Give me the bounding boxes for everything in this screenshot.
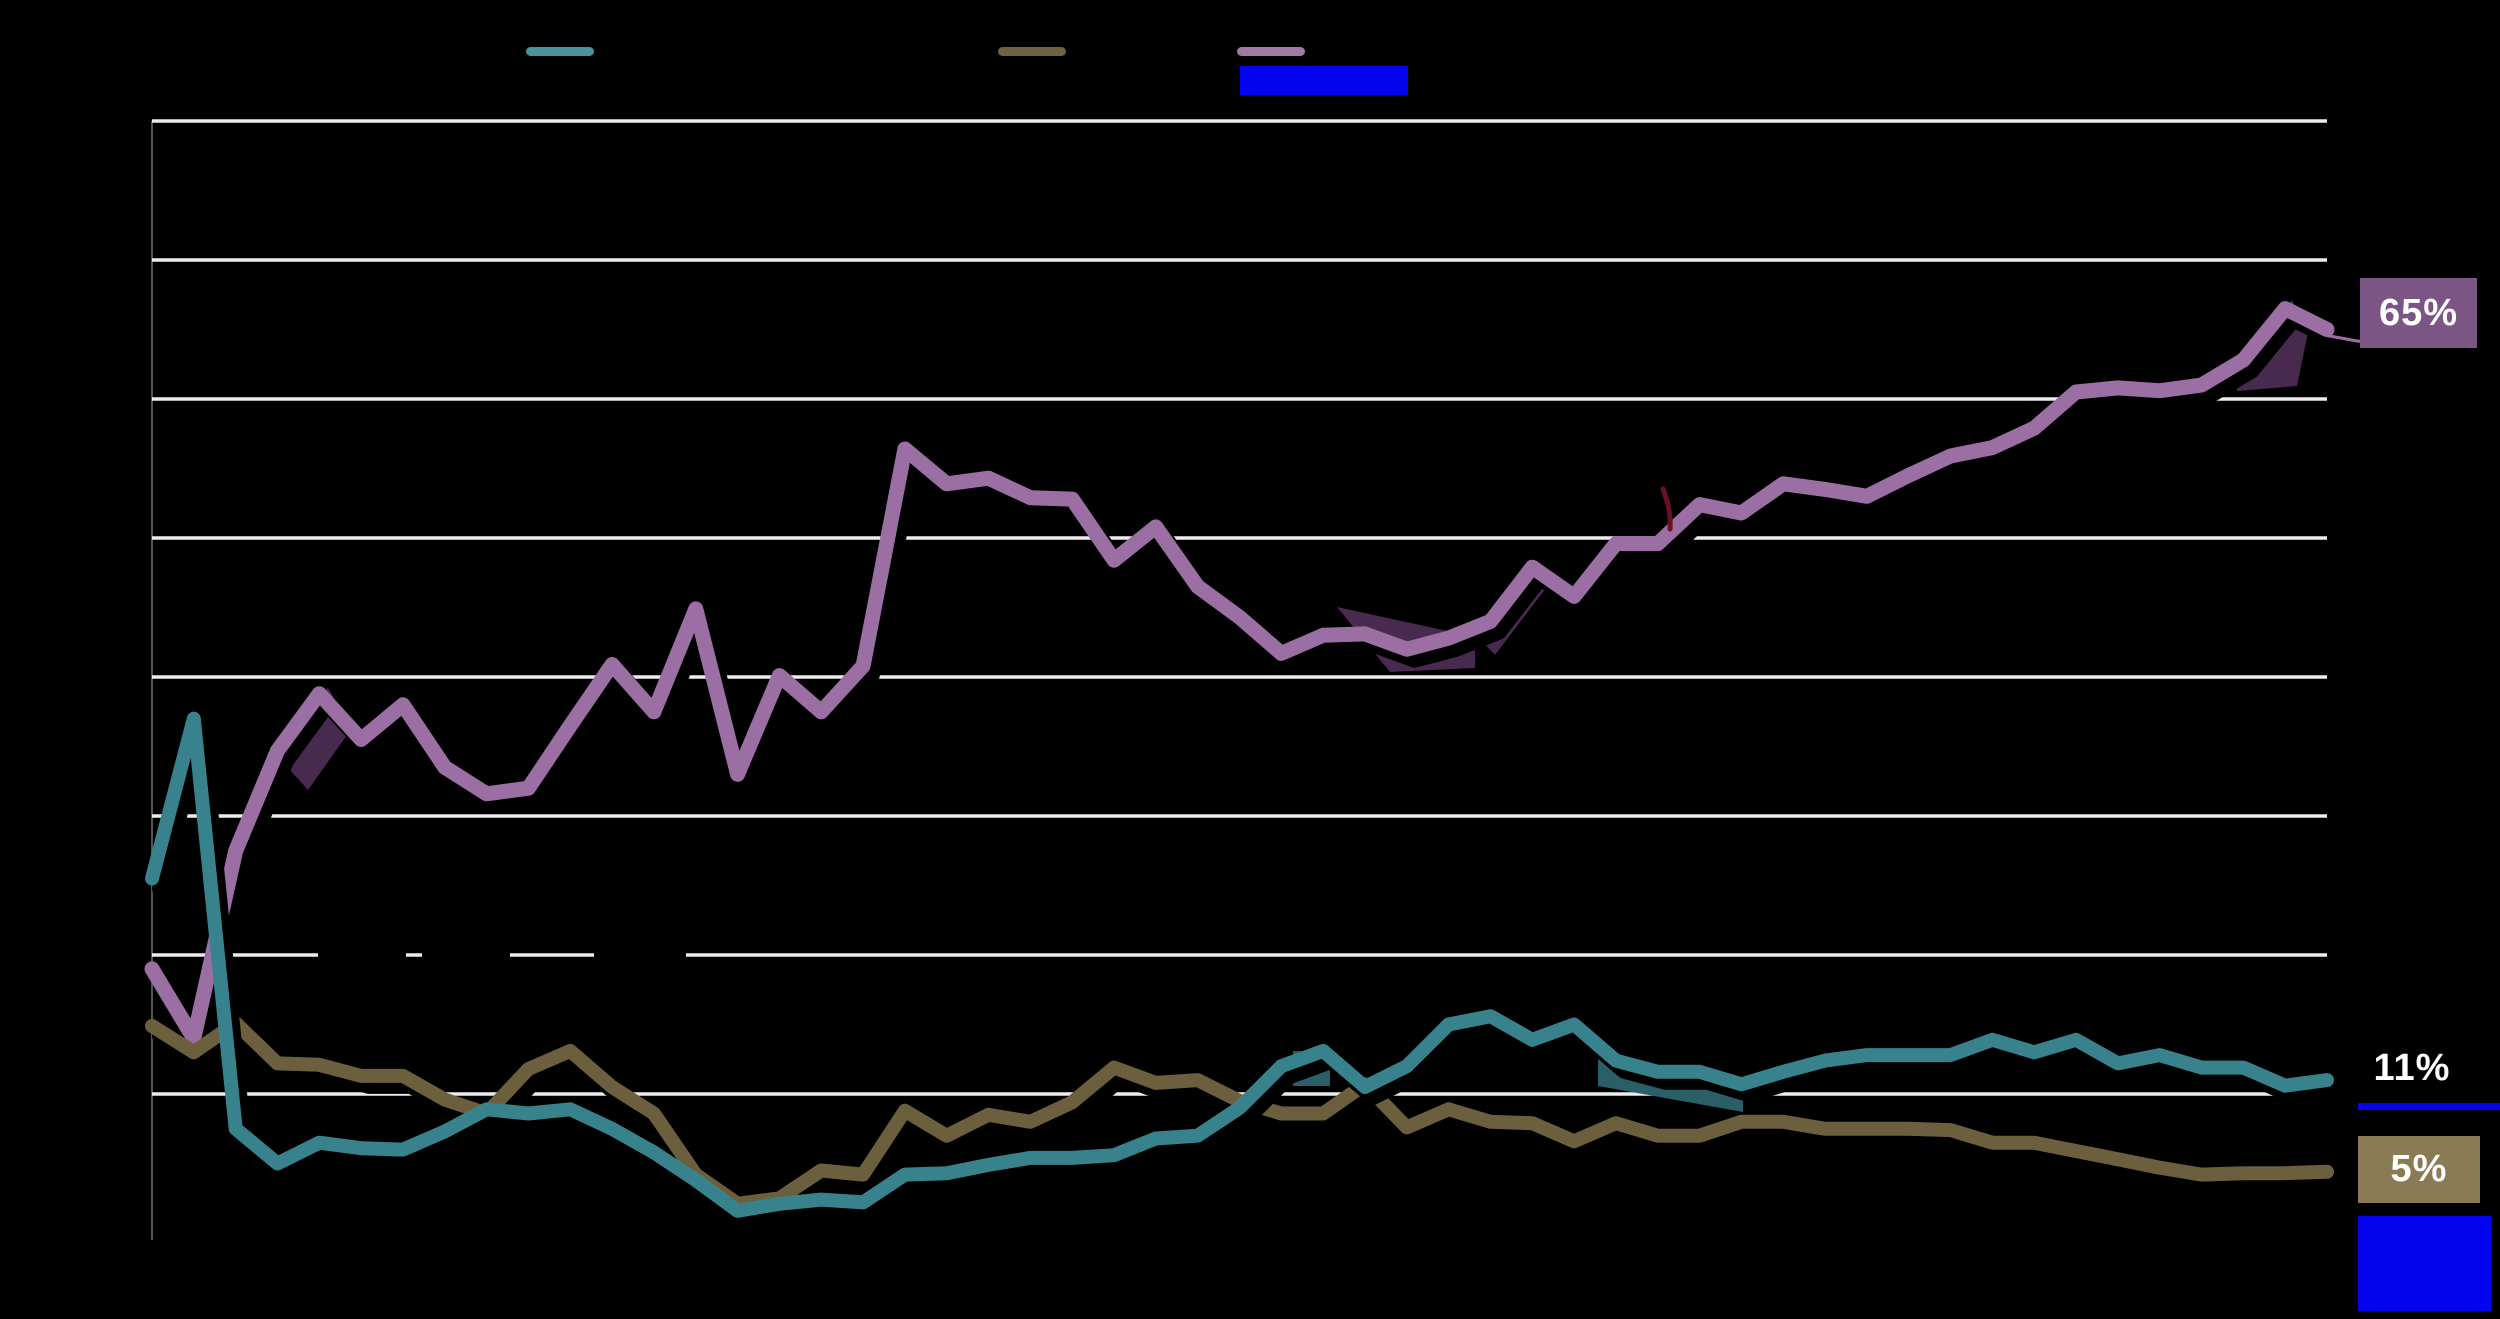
red-tick-mark	[1660, 486, 1673, 532]
selection-highlight-bottom	[2358, 1216, 2491, 1311]
purple-series-line	[144, 301, 2335, 1046]
purple-badge-leader-line	[2326, 334, 2361, 343]
legend-swatch-teal	[526, 47, 594, 56]
gridlines-layer	[151, 119, 2327, 1240]
teal-series-line	[145, 711, 2334, 1218]
selection-highlight-top	[1240, 66, 1408, 95]
teal-series-shadow	[152, 720, 2343, 1229]
gridline-gaps-layer	[318, 947, 686, 963]
series-lines-layer	[144, 301, 2344, 1229]
purple-series-shadow	[151, 310, 2344, 1057]
gridline-gap-2	[422, 947, 510, 963]
purple-value-badge: 65%	[2360, 278, 2477, 348]
gridline-gap-3	[594, 947, 686, 963]
olive-value-badge: 5%	[2358, 1136, 2480, 1203]
gridline-gap-1	[318, 947, 406, 963]
legend-swatch-olive	[998, 47, 1066, 56]
legend-swatch-purple	[1237, 47, 1305, 56]
selection-highlight-underline	[2358, 1103, 2500, 1110]
annotation-marks-layer	[1660, 334, 2361, 532]
teal-value-label: 11%	[2373, 1046, 2451, 1089]
